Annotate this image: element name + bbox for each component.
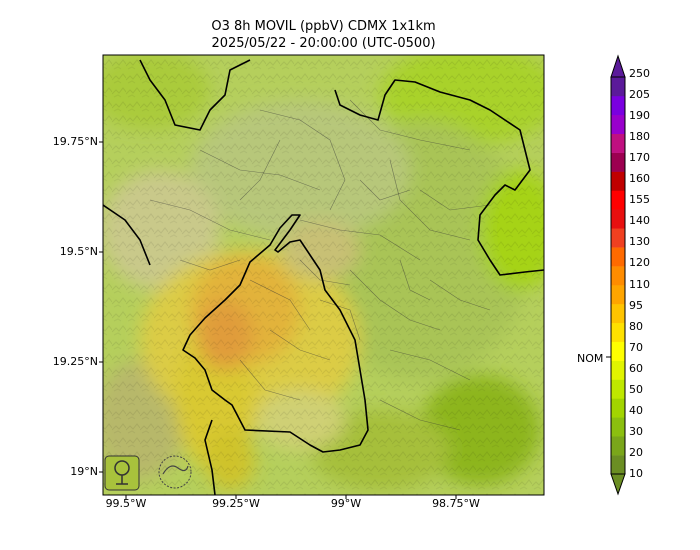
map-title-line2: 2025/05/22 - 20:00:00 (UTC-0500)	[211, 36, 436, 51]
colorbar-segment	[611, 247, 625, 267]
colorbar-label: 110	[629, 277, 650, 291]
colorbar-label: 30	[629, 424, 643, 438]
colorbar-segment	[611, 266, 625, 286]
municipal-boundaries	[149, 99, 491, 431]
colorbar-segment	[611, 77, 625, 97]
colorbar-label: 20	[629, 445, 643, 459]
colorbar-segment	[611, 190, 625, 210]
sedema-logo	[104, 455, 140, 491]
lon-tick-marks	[125, 495, 457, 499]
colorbar-label: 40	[629, 403, 643, 417]
lat-tick-marks	[99, 141, 103, 473]
colorbar-label: 80	[629, 319, 643, 333]
colorbar-segment	[611, 209, 625, 229]
colorbar-segment	[611, 95, 625, 116]
lon-label-98-75: 98.75°W	[432, 497, 480, 510]
colorbar-label: 205	[629, 88, 650, 102]
colorbar-segment	[611, 114, 625, 135]
map-frame	[102, 54, 545, 496]
colorbar-label: 50	[629, 382, 643, 396]
colorbar-segment	[611, 417, 625, 437]
colorbar-label: 60	[629, 361, 643, 375]
colorbar-segment	[611, 379, 625, 399]
salud-logo	[158, 455, 192, 489]
colorbar-label: 95	[629, 298, 643, 312]
lon-label-99-25: 99.25°W	[212, 497, 260, 510]
colorbar-label: 190	[629, 109, 650, 123]
nom-label: NOM	[577, 352, 604, 365]
colorbar-min-extension	[610, 473, 626, 496]
colorbar-segment	[611, 228, 625, 248]
colorbar-segment	[611, 398, 625, 418]
colorbar-label: 70	[629, 340, 643, 354]
colorbar-segment	[611, 322, 625, 342]
colorbar-max-extension	[610, 54, 626, 78]
colorbar-frame	[610, 76, 626, 475]
colorbar-label: 10	[629, 467, 643, 480]
colorbar-label: 250	[629, 67, 650, 80]
colorbar-segment	[611, 171, 625, 191]
lat-label-19-75: 19.75°N	[52, 135, 98, 148]
lat-label-19-25: 19.25°N	[52, 355, 98, 368]
colorbar-label: 140	[629, 214, 650, 228]
colorbar-segment	[611, 303, 625, 324]
state-boundaries	[103, 59, 544, 495]
lon-label-99: 99°W	[330, 497, 362, 510]
lat-label-19-5: 19.5°N	[59, 245, 98, 258]
colorbar-segment	[611, 360, 625, 380]
colorbar-segment	[611, 455, 625, 475]
lat-label-19: 19°N	[70, 465, 98, 478]
colorbar-segment	[611, 436, 625, 456]
colorbar-label: 130	[629, 235, 650, 249]
colorbar-label: 160	[629, 172, 650, 186]
colorbar-segment	[611, 133, 625, 153]
colorbar	[610, 54, 626, 496]
terrain-hillshade	[103, 55, 544, 495]
colorbar-segment	[611, 284, 625, 305]
colorbar-segment	[611, 152, 625, 172]
map-area	[103, 55, 544, 495]
lon-label-99-5: 99.5°W	[105, 497, 147, 510]
colorbar-label: 170	[629, 151, 650, 165]
map-title-line1: O3 8h MOVIL (ppbV) CDMX 1x1km	[211, 19, 436, 34]
colorbar-label: 180	[629, 130, 650, 144]
colorbar-segment	[611, 341, 625, 361]
colorbar-label: 120	[629, 256, 650, 270]
colorbar-label: 155	[629, 193, 650, 207]
